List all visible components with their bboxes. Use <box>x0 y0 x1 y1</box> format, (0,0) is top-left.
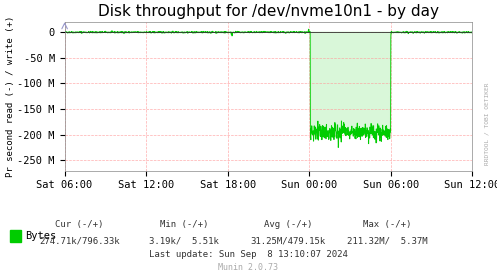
Text: Bytes: Bytes <box>25 231 56 241</box>
Text: 211.32M/  5.37M: 211.32M/ 5.37M <box>347 236 428 245</box>
Text: Avg (-/+): Avg (-/+) <box>264 220 313 229</box>
Text: Min (-/+): Min (-/+) <box>160 220 208 229</box>
Title: Disk throughput for /dev/nvme10n1 - by day: Disk throughput for /dev/nvme10n1 - by d… <box>98 4 439 20</box>
Text: Last update: Sun Sep  8 13:10:07 2024: Last update: Sun Sep 8 13:10:07 2024 <box>149 250 348 259</box>
Y-axis label: Pr second read (-) / write (+): Pr second read (-) / write (+) <box>5 16 14 177</box>
Text: Max (-/+): Max (-/+) <box>363 220 412 229</box>
Text: 3.19k/  5.51k: 3.19k/ 5.51k <box>149 236 219 245</box>
Text: RRDTOOL / TOBI OETIKER: RRDTOOL / TOBI OETIKER <box>485 82 490 165</box>
Text: 31.25M/479.15k: 31.25M/479.15k <box>250 236 326 245</box>
Text: 274.71k/796.33k: 274.71k/796.33k <box>39 236 120 245</box>
Text: Cur (-/+): Cur (-/+) <box>55 220 104 229</box>
Text: Munin 2.0.73: Munin 2.0.73 <box>219 263 278 272</box>
